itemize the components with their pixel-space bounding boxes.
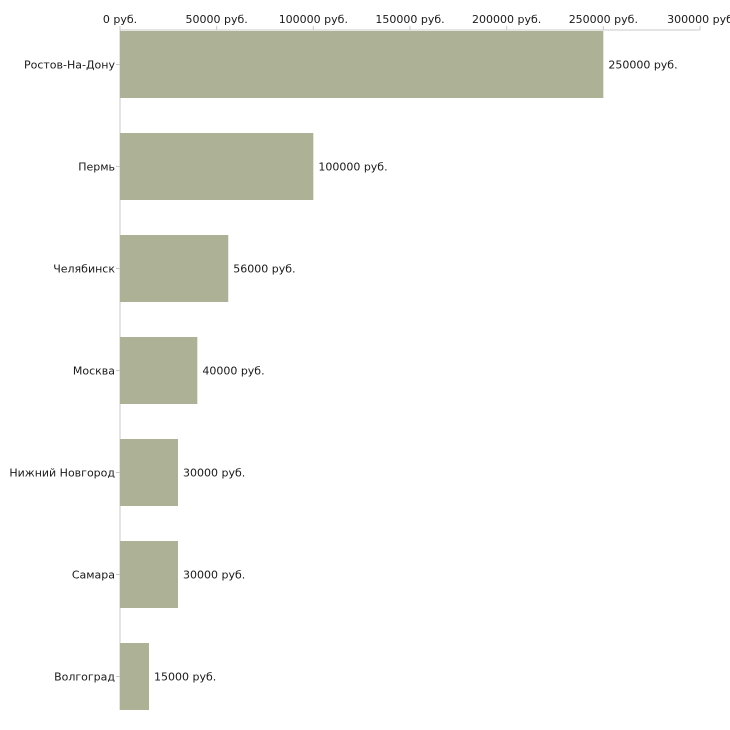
category-label: Самара (72, 569, 115, 582)
category-label: Волгоград (54, 671, 115, 684)
value-label: 30000 руб. (183, 569, 245, 582)
category-label: Пермь (78, 161, 115, 174)
x-tick-label: 50000 руб. (186, 13, 248, 26)
x-tick-label: 300000 руб (667, 13, 730, 26)
bar (120, 133, 314, 200)
bar (120, 541, 178, 608)
value-label: 30000 руб. (183, 467, 245, 480)
category-label: Нижний Новгород (9, 467, 115, 480)
bars: 250000 руб. 100000 руб. 56000 руб. 40000 ру… (120, 31, 678, 710)
x-tick-label: 250000 руб. (569, 13, 638, 26)
x-tick-label: 150000 руб. (375, 13, 444, 26)
value-label: 56000 руб. (233, 263, 295, 276)
category-label: Ростов-На-Дону (24, 59, 115, 72)
bar (120, 31, 604, 98)
x-tick-label: 100000 руб. (279, 13, 348, 26)
bar (120, 643, 149, 710)
category-label: Москва (73, 365, 115, 378)
bar (120, 337, 198, 404)
x-tick-label: 200000 руб. (472, 13, 541, 26)
x-tick-label: 0 руб. (103, 13, 137, 26)
y-axis: Ростов-На-Дону Пермь Челябинск Москва Нижний… (9, 30, 121, 710)
value-label: 15000 руб. (154, 671, 216, 684)
value-label: 100000 руб. (318, 161, 387, 174)
x-axis: 0 руб. 50000 руб. 100000 руб. 150000 руб. 20… (103, 13, 730, 31)
category-label: Челябинск (53, 263, 115, 276)
value-label: 250000 руб. (608, 59, 677, 72)
bar (120, 439, 178, 506)
bar (120, 235, 229, 302)
value-label: 40000 руб. (202, 365, 264, 378)
